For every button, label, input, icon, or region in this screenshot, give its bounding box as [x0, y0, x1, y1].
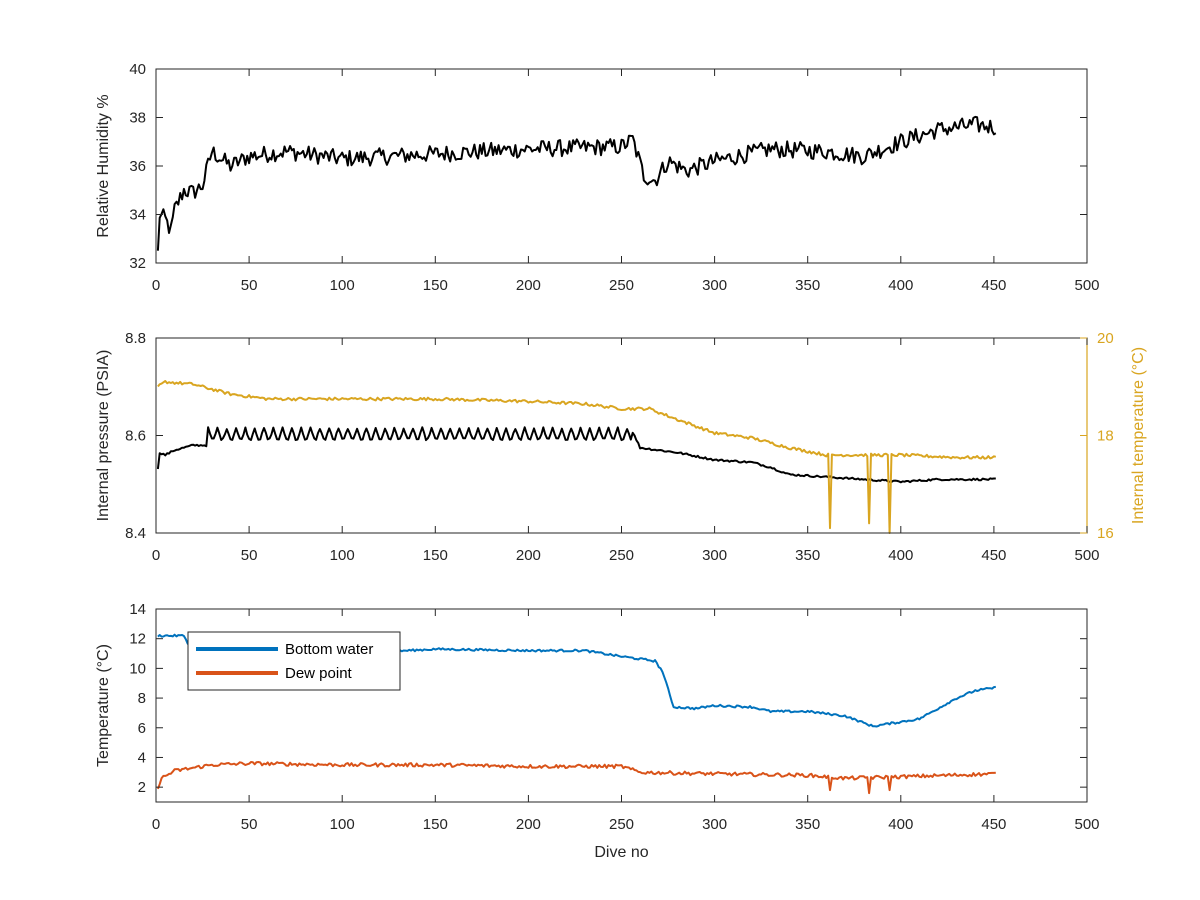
x-tick-label: 450	[981, 816, 1006, 833]
y-tick-label: 8.8	[125, 330, 146, 347]
legend: Bottom water Dew point	[187, 631, 401, 691]
y-tick-label: 12	[129, 631, 146, 648]
legend-box	[187, 631, 401, 691]
panels: 0 50 100 150 200 250 300 350 400 450 5003234363840…	[95, 61, 1147, 861]
x-tick-label: 50	[241, 816, 258, 833]
y-tick-label-right: 20	[1097, 330, 1114, 347]
x-tick-label: 300	[702, 277, 727, 294]
x-tick-label: 400	[888, 547, 913, 564]
x-tick-label: 50	[241, 277, 258, 294]
x-tick-label: 100	[330, 816, 355, 833]
y-axis-label: Temperature (°C)	[95, 644, 112, 767]
y-tick-label: 40	[129, 61, 146, 78]
y-tick-label: 14	[129, 601, 146, 618]
x-tick-label: 500	[1074, 816, 1099, 833]
x-tick-label: 200	[516, 816, 541, 833]
x-tick-label: 250	[609, 277, 634, 294]
x-tick-label: 0	[152, 816, 160, 833]
chart-panel-2: 0 50 100 150 200 250 300 350 400 450 500 8.4 8.6 8.8 1…	[95, 330, 1147, 564]
legend-label: Dew point	[285, 665, 353, 682]
y-tick-label: 32	[129, 255, 146, 272]
x-tick-label: 350	[795, 277, 820, 294]
series-line-1-1	[156, 115, 997, 251]
x-tick-label: 450	[981, 277, 1006, 294]
series-line-2-1	[156, 426, 996, 484]
y-tick-label: 10	[129, 660, 146, 677]
y-tick-label-right: 18	[1097, 428, 1114, 445]
x-tick-label: 400	[888, 816, 913, 833]
x-tick-label: 250	[609, 547, 634, 564]
x-tick-label: 500	[1074, 547, 1099, 564]
y-tick-label: 6	[138, 720, 146, 737]
y-axis-label: Internal pressure (PSIA)	[95, 350, 112, 522]
x-tick-label: 350	[795, 816, 820, 833]
x-tick-label: 250	[609, 816, 634, 833]
y-tick-label: 8.6	[125, 428, 146, 445]
y-tick-label: 8	[138, 690, 146, 707]
chart-panel-1: 0 50 100 150 200 250 300 350 400 450 500 32 34 36 38 40…	[95, 61, 1100, 294]
y-axis-label: Relative Humidity %	[95, 94, 112, 237]
y-tick-label: 38	[129, 110, 146, 127]
y-tick-label-right: 16	[1097, 525, 1114, 542]
x-tick-label: 150	[423, 816, 448, 833]
legend-label: Bottom water	[285, 641, 373, 658]
x-tick-label: 300	[702, 547, 727, 564]
y-tick-label: 2	[138, 779, 146, 796]
y-axis-label-right: Internal temperature (°C)	[1130, 347, 1147, 524]
x-tick-label: 450	[981, 547, 1006, 564]
x-axis-label: Dive no	[594, 844, 648, 861]
x-tick-label: 0	[152, 547, 160, 564]
y-tick-label: 36	[129, 158, 146, 175]
x-tick-label: 200	[516, 277, 541, 294]
y-tick-label: 4	[138, 749, 146, 766]
series-line-2-2	[157, 380, 997, 534]
x-tick-label: 150	[423, 547, 448, 564]
x-tick-label: 150	[423, 277, 448, 294]
x-tick-label: 400	[888, 277, 913, 294]
x-tick-label: 500	[1074, 277, 1099, 294]
series-line-dew-point	[156, 761, 996, 795]
x-tick-label: 50	[241, 547, 258, 564]
x-tick-label: 300	[702, 816, 727, 833]
x-tick-label: 0	[152, 277, 160, 294]
x-tick-label: 100	[330, 277, 355, 294]
x-tick-label: 350	[795, 547, 820, 564]
x-tick-label: 200	[516, 547, 541, 564]
chart-panel-3: 0 50 100 150 200 250 300 350 400 450 500 2 4 6 8 10 12 14…	[95, 601, 1100, 861]
y-tick-label: 34	[129, 207, 146, 224]
y-tick-label: 8.4	[125, 525, 146, 542]
x-tick-label: 100	[330, 547, 355, 564]
